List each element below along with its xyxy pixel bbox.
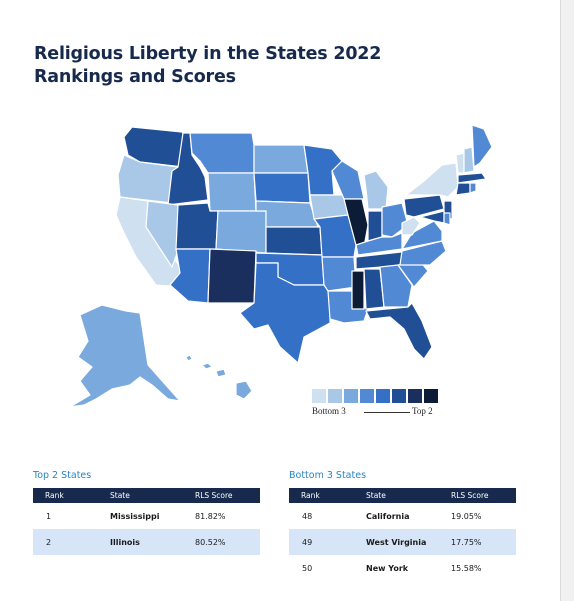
- state-kansas: [265, 226, 323, 256]
- state-maine: [471, 124, 493, 168]
- state-pennsylvania: [403, 194, 445, 218]
- header-score: RLS Score: [451, 491, 489, 500]
- state-massachusetts: [457, 172, 487, 184]
- header-rank: Rank: [45, 491, 64, 500]
- state-wyoming: [207, 172, 257, 212]
- header-state: State: [366, 491, 386, 500]
- legend-high-label: Top 2: [412, 406, 433, 416]
- map-legend: Bottom 3 Top 2: [312, 389, 438, 421]
- state-kentucky: [355, 232, 403, 256]
- state-rhode-island: [469, 182, 477, 194]
- state-wisconsin: [331, 160, 365, 200]
- cell-score: 15.58%: [451, 563, 482, 573]
- cell-rank: 50: [302, 563, 313, 573]
- title-line-1: Religious Liberty in the States 2022: [34, 44, 382, 64]
- state-west-virginia: [401, 216, 421, 236]
- state-delaware: [443, 212, 451, 226]
- state-minnesota: [303, 144, 343, 196]
- title-line-2: Rankings and Scores: [34, 67, 236, 87]
- legend-swatch: [328, 389, 342, 403]
- cell-rank: 48: [302, 511, 313, 521]
- legend-swatch: [312, 389, 326, 403]
- state-florida: [365, 302, 433, 360]
- state-michigan: [363, 170, 389, 210]
- legend-swatch: [376, 389, 390, 403]
- legend-swatch: [408, 389, 422, 403]
- state-nevada: [145, 200, 179, 268]
- state-virginia: [401, 220, 443, 250]
- state-hawaii: [185, 354, 253, 400]
- table-header: Rank State RLS Score: [33, 488, 260, 503]
- state-new-hampshire: [463, 146, 475, 174]
- legend-divider-line: [364, 412, 410, 413]
- state-new-mexico: [207, 248, 257, 304]
- cell-state: Mississippi: [110, 511, 160, 521]
- cell-state: California: [366, 511, 410, 521]
- state-mississippi: [351, 270, 365, 310]
- table-row: 2 Illinois 80.52%: [33, 529, 260, 555]
- state-colorado: [215, 210, 267, 254]
- cell-rank: 49: [302, 537, 313, 547]
- table-row: 50 New York 15.58%: [289, 555, 516, 581]
- state-alaska: [69, 304, 181, 408]
- table-row: 48 California 19.05%: [289, 503, 516, 529]
- legend-swatch: [344, 389, 358, 403]
- bottom-states-table: Bottom 3 States Rank State RLS Score 48 …: [289, 469, 516, 581]
- legend-swatches: [312, 389, 438, 403]
- map-svg: [69, 124, 493, 408]
- cell-score: 80.52%: [195, 537, 226, 547]
- cell-score: 19.05%: [451, 511, 482, 521]
- page-edge: [560, 0, 574, 601]
- header-state: State: [110, 491, 130, 500]
- us-choropleth-map: [40, 115, 510, 415]
- state-new-york: [405, 162, 459, 198]
- header-rank: Rank: [301, 491, 320, 500]
- table-header: Rank State RLS Score: [289, 488, 516, 503]
- legend-swatch: [392, 389, 406, 403]
- cell-score: 81.82%: [195, 511, 226, 521]
- table-row: 1 Mississippi 81.82%: [33, 503, 260, 529]
- cell-score: 17.75%: [451, 537, 482, 547]
- state-arkansas: [321, 256, 357, 292]
- legend-swatch: [360, 389, 374, 403]
- top-states-table: Top 2 States Rank State RLS Score 1 Miss…: [33, 469, 260, 555]
- legend-swatch: [424, 389, 438, 403]
- table-row: 49 West Virginia 17.75%: [289, 529, 516, 555]
- cell-state: West Virginia: [366, 537, 427, 547]
- state-vermont: [455, 152, 465, 174]
- top-states-title: Top 2 States: [33, 470, 92, 481]
- state-connecticut: [455, 182, 471, 196]
- cell-state: New York: [366, 563, 409, 573]
- header-score: RLS Score: [195, 491, 233, 500]
- cell-rank: 1: [46, 511, 52, 521]
- state-georgia: [379, 264, 413, 308]
- state-north-dakota: [253, 144, 309, 174]
- bottom-states-title: Bottom 3 States: [289, 470, 367, 481]
- state-indiana: [367, 210, 383, 242]
- cell-rank: 2: [46, 537, 52, 547]
- cell-state: Illinois: [110, 537, 140, 547]
- legend-low-label: Bottom 3: [312, 406, 346, 416]
- state-south-dakota: [253, 172, 311, 204]
- page-title: Religious Liberty in the States 2022 Ran…: [34, 43, 454, 89]
- state-texas: [239, 262, 331, 364]
